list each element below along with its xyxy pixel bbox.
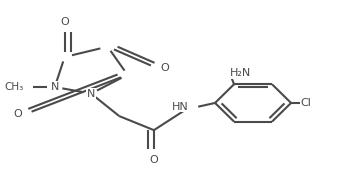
Text: HN: HN — [172, 102, 189, 112]
Text: N: N — [51, 82, 59, 92]
Text: CH₃: CH₃ — [4, 82, 23, 92]
Text: O: O — [13, 109, 22, 119]
Text: O: O — [60, 17, 69, 27]
Text: O: O — [161, 63, 169, 73]
Text: Cl: Cl — [300, 98, 311, 108]
Text: N: N — [87, 89, 95, 98]
Text: O: O — [149, 155, 158, 165]
Text: H₂N: H₂N — [230, 68, 251, 78]
